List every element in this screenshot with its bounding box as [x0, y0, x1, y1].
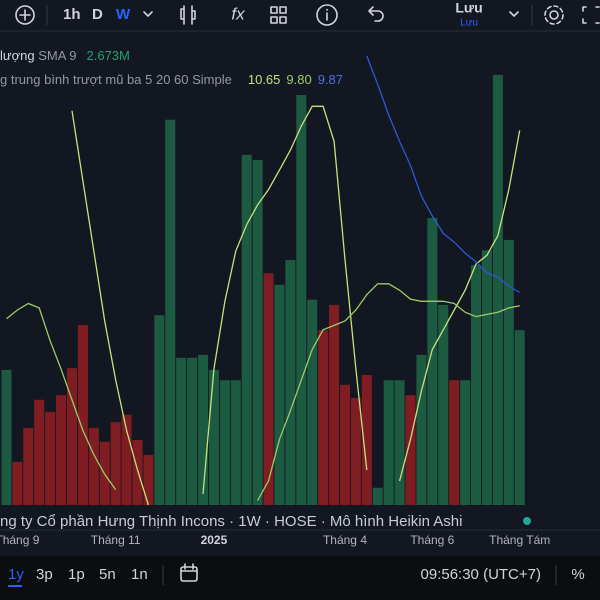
moving-average-line	[71, 105, 521, 506]
volume-bar	[143, 454, 154, 505]
x-tick-label: 2025	[201, 533, 228, 547]
save-status: Lưu	[460, 18, 478, 29]
range-1y[interactable]: 1y	[8, 566, 24, 583]
volume-bar	[23, 427, 34, 505]
legend-ema: g trung bình trượt mũ ba 5 20 60 Simple 1…	[0, 72, 343, 87]
save-button[interactable]: Lưu	[455, 0, 482, 16]
volume-bar	[329, 304, 340, 505]
volume-bar	[481, 250, 492, 505]
range-1p[interactable]: 1p	[68, 566, 85, 583]
x-tick-label: Tháng Tám	[489, 533, 550, 547]
volume-bar	[66, 368, 78, 505]
legend-ema-value: 10.65	[248, 72, 281, 87]
add-button[interactable]	[15, 5, 35, 25]
chart-type-button[interactable]	[180, 5, 196, 25]
volume-bar	[307, 299, 318, 505]
legend-volume-value: 2.673M	[87, 48, 130, 63]
live-dot	[523, 517, 531, 525]
legend-volume-indicator: SMA 9	[38, 48, 76, 63]
volume-bar	[88, 427, 99, 505]
interval-1h[interactable]: 1h	[63, 6, 81, 23]
legend-volume: lượng SMA 9 2.673M	[0, 48, 130, 63]
volume-bar	[176, 357, 187, 505]
volume-bar	[350, 398, 361, 505]
volume-bar	[197, 354, 209, 505]
volume-bar	[187, 357, 198, 505]
volume-bar	[339, 384, 351, 505]
volume-bar	[219, 380, 230, 505]
volume-bar	[427, 218, 438, 505]
goto-date-button[interactable]	[180, 563, 198, 582]
volume-bar	[121, 414, 132, 505]
volume-bar	[45, 411, 56, 505]
interval-d[interactable]: D	[92, 6, 103, 23]
volume-bar	[208, 369, 219, 505]
legend-ema-value: 9.87	[318, 72, 343, 87]
volume-bar	[230, 380, 241, 505]
volume-bar	[438, 304, 449, 505]
moving-average-line	[6, 283, 520, 501]
clock: 09:56:30 (UTC+7)	[421, 566, 541, 583]
volume-bar	[241, 154, 252, 505]
indicators-button[interactable]: fx	[231, 4, 245, 23]
volume-bar	[361, 375, 372, 505]
volume-bar	[503, 239, 514, 506]
legend-ema-value: 9.80	[286, 72, 311, 87]
range-1n[interactable]: 1n	[131, 566, 148, 583]
volume-bar	[460, 380, 471, 505]
volume-bar	[449, 380, 460, 505]
volume-bar	[252, 160, 263, 505]
fullscreen-button[interactable]	[582, 6, 600, 24]
volume-bar	[470, 265, 482, 505]
range-3p[interactable]: 3p	[36, 566, 53, 583]
x-tick-label: Tháng 4	[323, 533, 367, 547]
save-menu[interactable]	[509, 11, 519, 17]
plot-area	[1, 55, 525, 506]
volume-bar	[318, 330, 329, 505]
volume-bar	[383, 380, 394, 505]
toolbar: 1h D W fx Lưu Lưu	[15, 0, 600, 29]
volume-bar	[1, 369, 12, 505]
volume-bar	[12, 461, 23, 505]
settings-button[interactable]	[544, 5, 564, 25]
volume-bar	[154, 315, 165, 505]
volume-bar	[405, 395, 416, 505]
legend-volume-name: lượng	[0, 48, 35, 63]
volume-bar	[56, 395, 67, 505]
info-button[interactable]	[316, 4, 338, 26]
volume-bar	[110, 422, 121, 505]
volume-bar	[285, 260, 296, 505]
bottom-bar	[0, 556, 600, 600]
layout-button[interactable]	[270, 6, 287, 24]
volume-bar	[394, 380, 405, 505]
volume-bar	[274, 284, 285, 505]
moving-average-line	[366, 55, 521, 294]
interval-w[interactable]: W	[116, 6, 131, 23]
undo-button[interactable]	[368, 6, 384, 22]
interval-menu[interactable]	[143, 11, 153, 17]
x-tick-label: Tháng 9	[0, 533, 40, 547]
volume-bar	[492, 74, 503, 506]
x-axis: Tháng 9 Tháng 11 2025 Tháng 4 Tháng 6 Tháng T…	[0, 533, 550, 547]
volume-bar	[514, 330, 525, 505]
percent-toggle[interactable]: %	[571, 566, 584, 583]
volume-bar	[34, 399, 45, 505]
volume-bar	[416, 354, 427, 505]
watermark: ng ty Cổ phần Hưng Thịnh Incons · 1W · H…	[0, 513, 462, 530]
x-tick-label: Tháng 11	[91, 533, 141, 547]
volume-bar	[132, 440, 143, 505]
volume-bar	[372, 487, 383, 505]
x-tick-label: Tháng 6	[410, 533, 454, 547]
range-5n[interactable]: 5n	[99, 566, 116, 583]
volume-bar	[263, 273, 274, 505]
legend-ema-name: g trung bình trượt mũ ba 5 20 60 Simple	[0, 72, 232, 87]
volume-bar	[165, 119, 176, 505]
volume-bar	[296, 95, 307, 506]
volume-bar	[77, 325, 88, 505]
